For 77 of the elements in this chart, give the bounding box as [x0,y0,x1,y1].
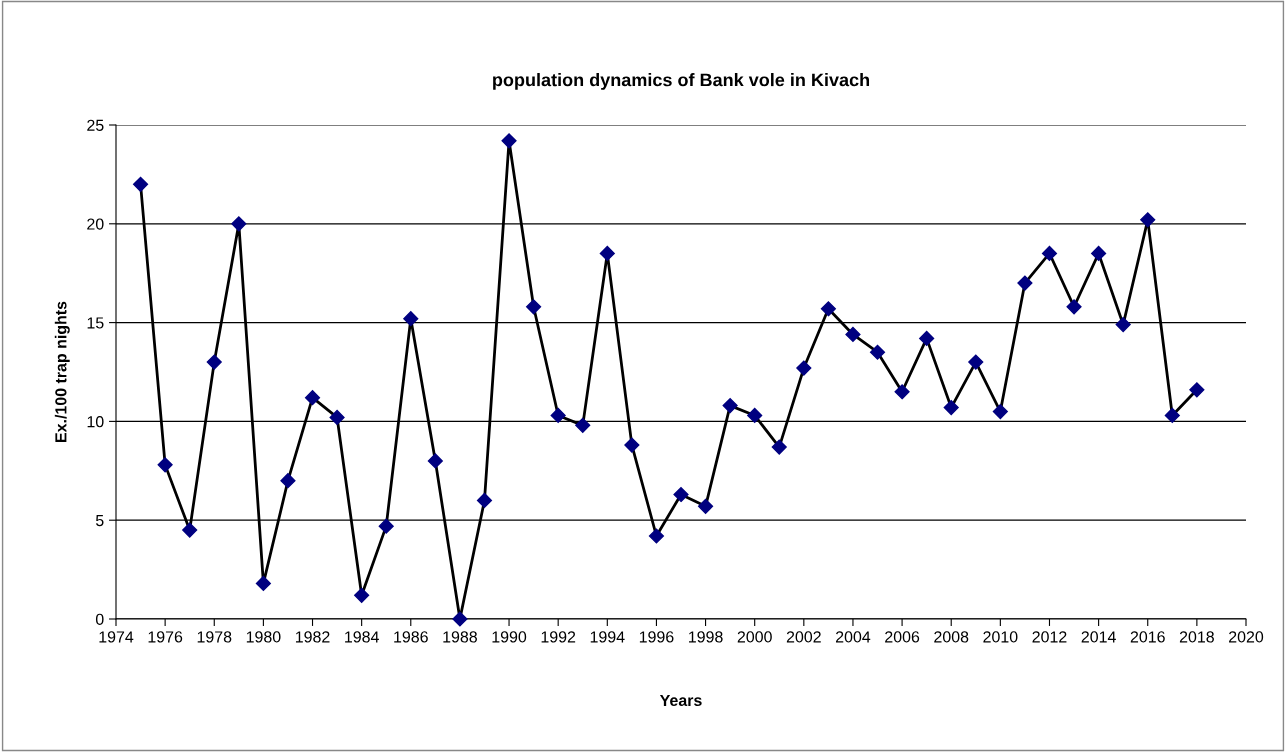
point [304,390,321,406]
point [722,398,738,414]
point [869,344,886,360]
point [1041,245,1058,262]
point [796,360,812,376]
x-tick-label: 2016 [1130,631,1165,643]
point [673,486,689,503]
point [378,518,394,534]
x-tick-label: 2004 [836,631,871,643]
point [648,528,665,544]
point [280,473,296,489]
point [599,245,615,262]
point [206,354,222,370]
point [771,439,787,455]
x-tick-label: 1974 [99,631,134,643]
point [1189,382,1205,398]
point [501,133,517,149]
x-tick-label: 1994 [590,631,625,643]
point [427,453,443,469]
x-tick-label: 1978 [197,631,232,643]
x-tick-label: 1990 [492,631,527,643]
x-tick-label: 1976 [148,631,183,643]
point [624,437,640,453]
x-tick-label: 2020 [1229,631,1264,643]
point [231,216,247,232]
point [1091,245,1107,262]
point [132,176,149,192]
x-tick-label: 2000 [737,631,772,643]
x-tick-label: 2018 [1179,631,1214,643]
x-tick-label: 1998 [689,631,723,643]
y-tick-label: 10 [87,416,104,428]
point [1066,299,1082,315]
point [329,409,345,426]
point [943,399,959,416]
y-tick-label: 20 [87,218,104,230]
y-tick-label: 5 [95,515,104,527]
x-tick-label: 1988 [443,631,477,643]
x-tick-label: 2006 [885,631,920,643]
point [452,611,468,627]
x-tick-label: 1982 [295,631,330,643]
y-tick-label: 15 [87,317,104,329]
point [845,326,861,343]
point [403,311,419,327]
x-tick-label: 1980 [246,631,281,643]
y-tick-label: 25 [87,119,104,131]
point [919,330,935,346]
point [820,301,836,317]
point [1140,212,1156,228]
chart-title: population dynamics of Bank vole in Kivach [493,73,870,90]
point [697,498,714,514]
point [575,417,591,433]
point [255,575,271,592]
x-tick-label: 1996 [639,631,674,643]
y-axis-title: Ex./100 trap nights [54,301,70,442]
point [747,407,763,424]
point [526,299,542,315]
point [476,492,493,509]
point [354,587,370,603]
x-tick-label: 2012 [1032,631,1067,643]
x-tick-label: 2014 [1081,631,1116,643]
x-axis-title: Years [659,694,702,707]
x-tick-label: 2010 [983,631,1018,643]
x-tick-label: 1984 [345,631,379,643]
point [894,384,910,400]
point [550,407,566,424]
point [1017,275,1033,291]
point [992,403,1008,420]
x-tick-label: 2008 [934,631,969,643]
point [1164,407,1180,424]
y-tick-label: 0 [95,613,104,625]
x-tick-label: 2002 [786,631,821,643]
x-tick-label: 1992 [541,631,576,643]
point [157,457,173,473]
point [182,522,198,538]
point [1115,317,1131,333]
point [968,354,984,370]
x-tick-label: 1986 [394,631,428,643]
